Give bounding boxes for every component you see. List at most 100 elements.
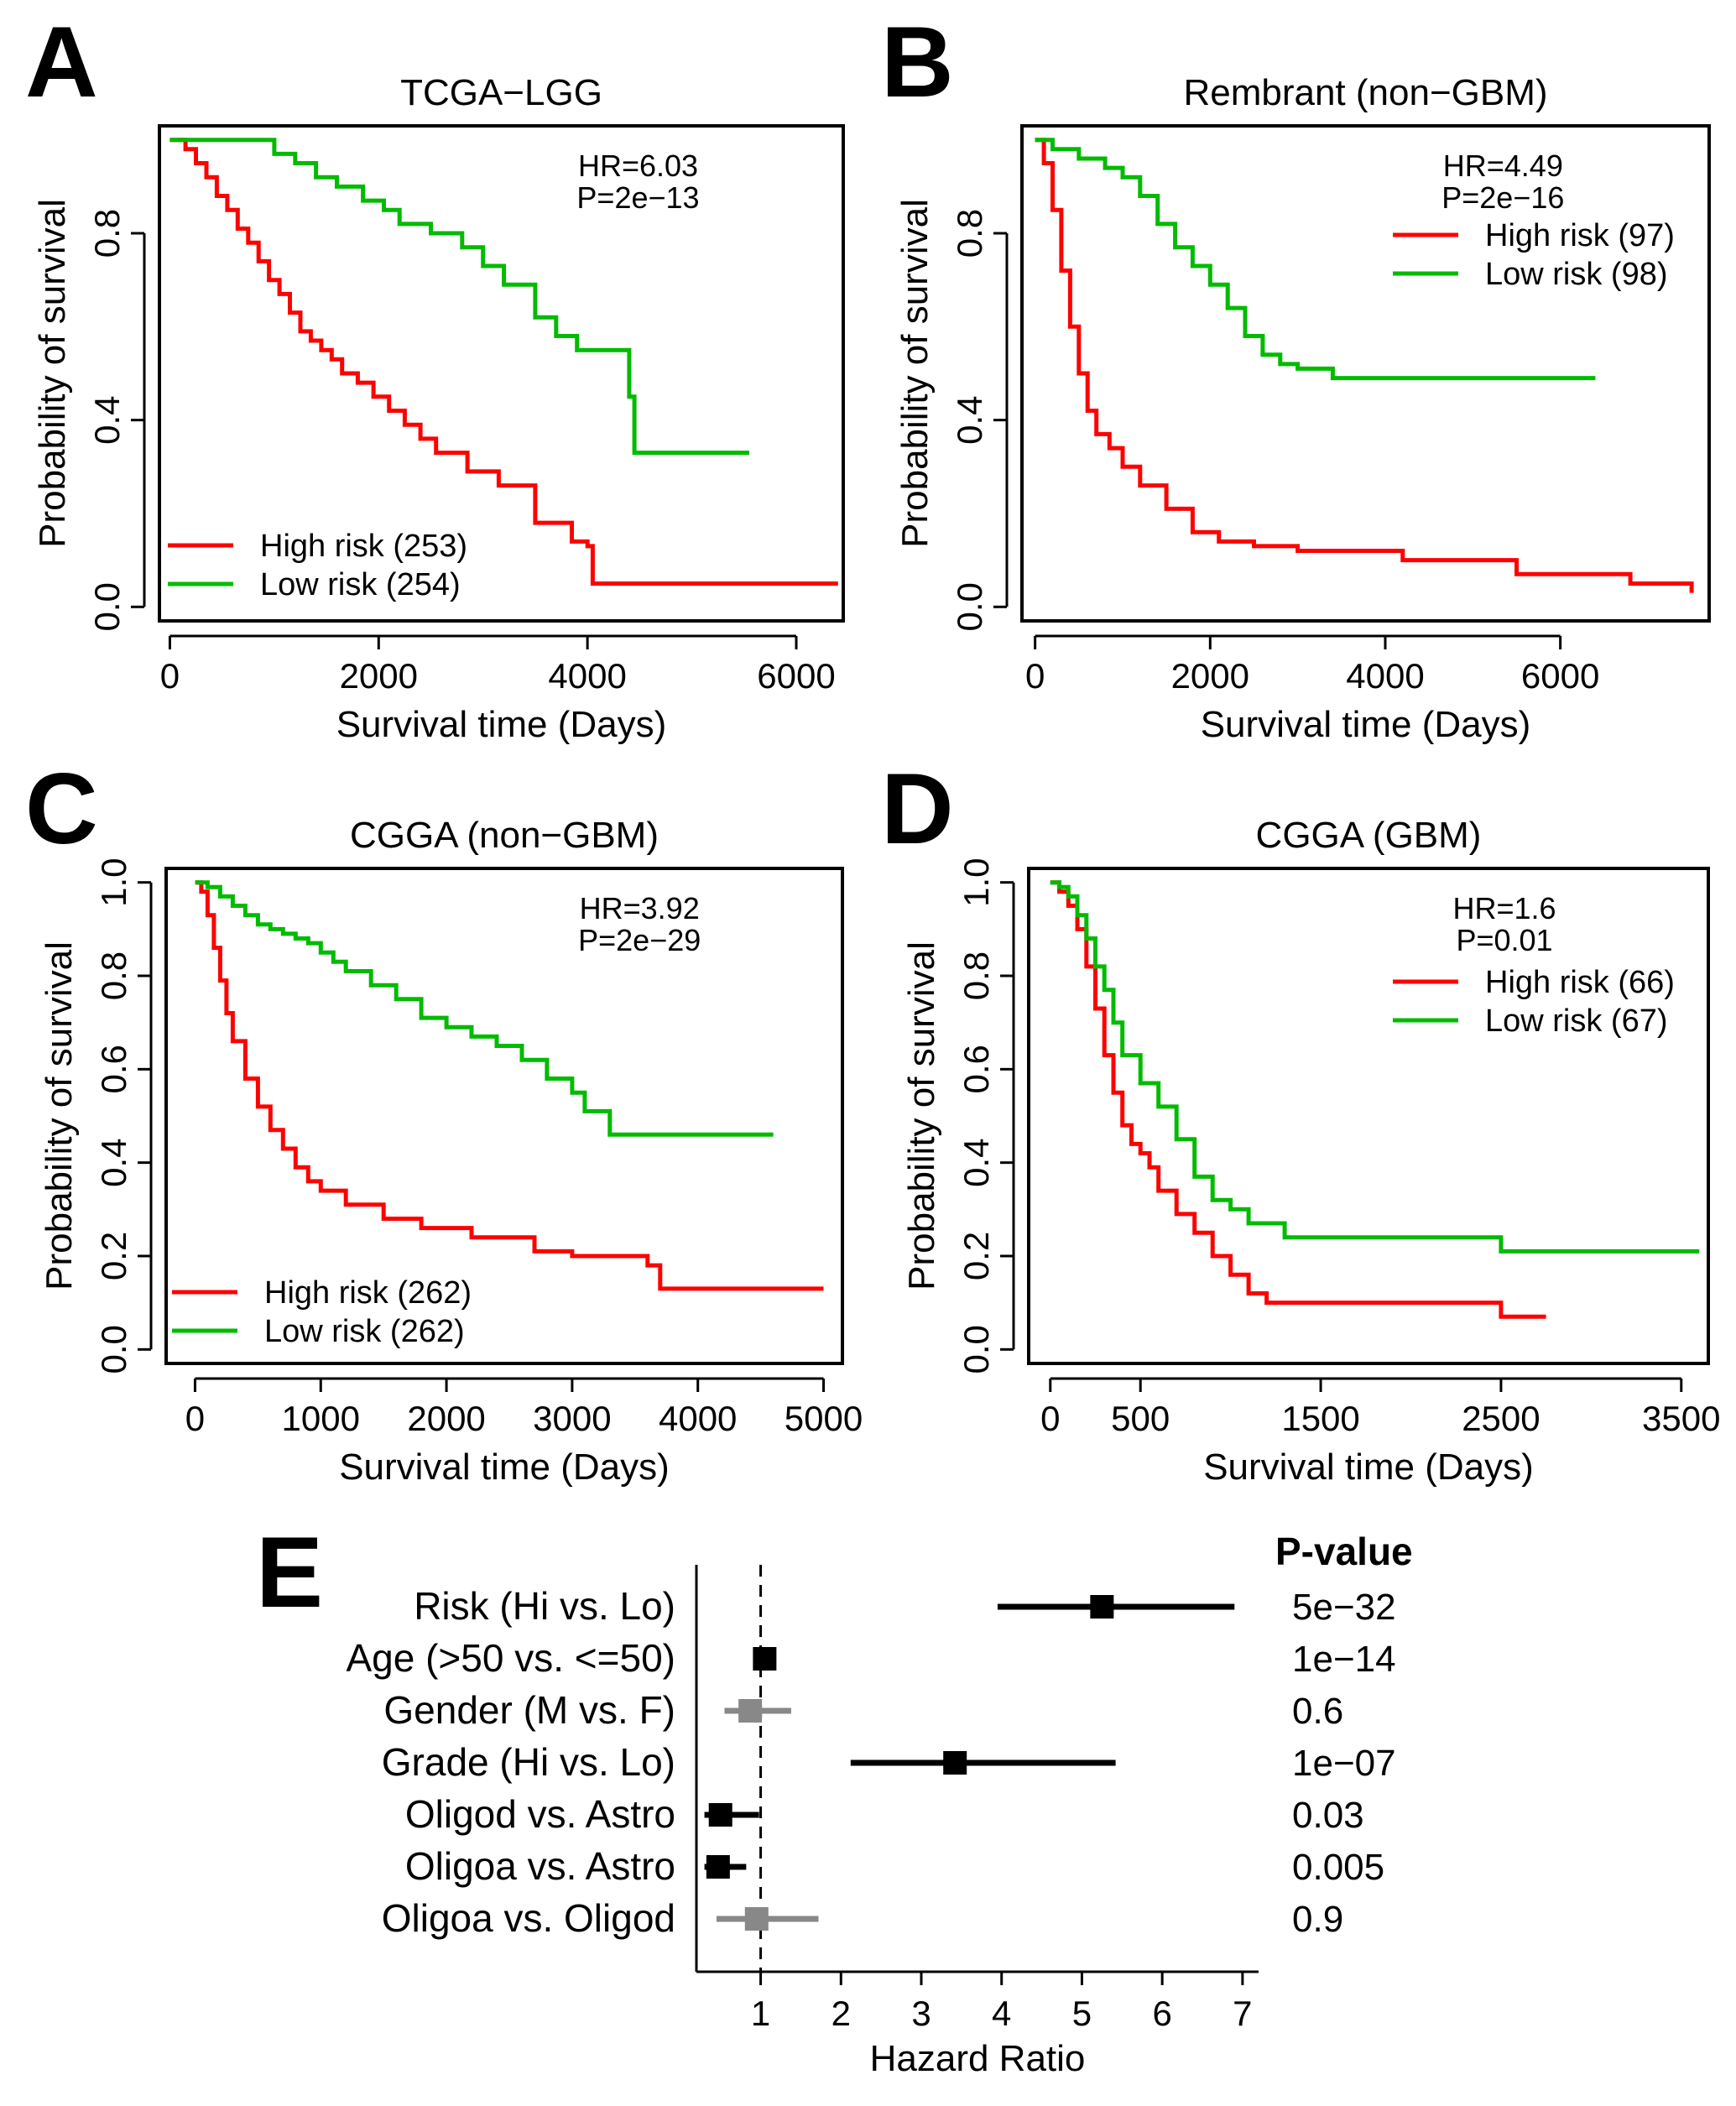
y-axis-label: Probability of survival: [901, 941, 942, 1290]
y-tick-label: 0.6: [957, 1045, 996, 1093]
hazard-ratio-text: HR=1.6: [1452, 891, 1556, 925]
x-tick-label: 1: [751, 1994, 770, 2033]
x-axis-label: Survival time (Days): [336, 704, 667, 745]
legend-label: High risk (97): [1485, 218, 1675, 253]
x-axis-label: Hazard Ratio: [870, 2038, 1086, 2079]
x-tick-label: 4000: [659, 1399, 737, 1438]
x-axis-label: Survival time (Days): [1201, 704, 1531, 745]
panel-letter: B: [881, 6, 954, 118]
legend-label: High risk (262): [264, 1275, 472, 1311]
plot-frame: [1027, 867, 1710, 1365]
row-label: Oligod vs. Astro: [405, 1792, 675, 1836]
x-tick-label: 2: [832, 1994, 851, 2033]
x-tick-label: 5000: [785, 1399, 863, 1438]
plot-title: CGGA (GBM): [1256, 815, 1482, 856]
legend-label: Low risk (98): [1485, 257, 1668, 292]
y-tick-label: 0.2: [94, 1232, 133, 1280]
y-tick-label: 0.0: [950, 582, 989, 631]
plot-frame: [1020, 124, 1711, 623]
hazard-ratio-text: HR=6.03: [578, 149, 698, 183]
legend-label: Low risk (67): [1485, 1003, 1668, 1039]
y-axis-label: Probability of survival: [32, 199, 73, 548]
x-axis-label: Survival time (Days): [339, 1447, 670, 1488]
y-tick-label: 0.6: [94, 1045, 133, 1093]
plot-title: TCGA−LGG: [400, 72, 602, 113]
x-tick-label: 4000: [1346, 656, 1424, 696]
y-tick-label: 0.8: [87, 209, 127, 258]
pvalue-header: P-value: [1275, 1530, 1413, 1573]
x-tick-label: 1500: [1281, 1399, 1359, 1438]
km-panel-c: C CGGA (non−GBM) 0 1000 2000 3000 4000 5000 Surv…: [25, 753, 863, 1488]
row-label: Age (>50 vs. <=50): [346, 1636, 675, 1680]
hr-point: [744, 1907, 769, 1931]
y-tick-label: 0.4: [87, 395, 127, 444]
y-tick-label: 1.0: [94, 858, 133, 907]
p-value-text: P=2e−29: [578, 923, 701, 957]
x-tick-label: 2000: [340, 656, 418, 696]
hr-point: [708, 1803, 732, 1827]
x-tick-label: 6000: [1521, 656, 1599, 696]
survival-curve-high-risk: [169, 138, 838, 586]
x-axis-label: Survival time (Days): [1203, 1447, 1534, 1488]
survival-curve-high-risk: [195, 880, 824, 1291]
x-tick-label: 4000: [548, 656, 626, 696]
survival-curve-low-risk: [1035, 138, 1596, 381]
hazard-ratio-text: HR=3.92: [580, 891, 700, 925]
row-label: Risk (Hi vs. Lo): [414, 1584, 675, 1628]
survival-curve-low-risk: [1050, 880, 1700, 1254]
row-label: Oligoa vs. Oligod: [382, 1896, 675, 1940]
x-tick-label: 2000: [407, 1399, 485, 1438]
forest-panel-e: E P-value 1 2 3 4 5 6 7 Hazard Ratio Risk (Hi vs. …: [256, 1516, 1413, 2079]
y-tick-label: 0.8: [94, 951, 133, 1000]
legend-label: High risk (253): [260, 529, 467, 564]
hr-point: [753, 1647, 777, 1671]
legend-label: Low risk (254): [260, 567, 461, 602]
p-value-text: P=2e−16: [1441, 180, 1564, 215]
panel-letter: D: [881, 753, 954, 865]
legend-label: Low risk (262): [264, 1314, 465, 1349]
p-value: 0.6: [1292, 1691, 1343, 1732]
row-label: Gender (M vs. F): [383, 1688, 675, 1732]
p-value: 0.9: [1292, 1899, 1343, 1940]
hr-point: [706, 1855, 730, 1879]
p-value: 1e−07: [1292, 1743, 1396, 1784]
x-tick-label: 6000: [757, 656, 835, 696]
x-tick-label: 5: [1072, 1994, 1092, 2033]
x-tick-label: 3000: [533, 1399, 611, 1438]
x-tick-label: 7: [1233, 1994, 1252, 2033]
plot-frame: [164, 867, 844, 1365]
x-tick-label: 0: [160, 656, 180, 696]
y-axis-label: Probability of survival: [39, 941, 80, 1290]
x-tick-label: 0: [1040, 1399, 1060, 1438]
x-tick-label: 3500: [1642, 1399, 1720, 1438]
p-value-text: P=2e−13: [576, 180, 699, 215]
x-tick-label: 4: [992, 1994, 1011, 2033]
y-tick-label: 0.2: [957, 1232, 996, 1280]
panel-letter: C: [25, 753, 98, 865]
x-tick-label: 2500: [1462, 1399, 1540, 1438]
y-axis-label: Probability of survival: [894, 199, 936, 548]
row-label: Oligoa vs. Astro: [405, 1844, 675, 1888]
plot-frame: [158, 124, 845, 623]
legend-label: High risk (66): [1485, 965, 1675, 1000]
y-tick-label: 0.4: [950, 395, 989, 444]
x-tick-label: 0: [185, 1399, 205, 1438]
y-tick-label: 0.4: [957, 1138, 996, 1186]
x-tick-label: 1000: [282, 1399, 360, 1438]
p-value: 5e−32: [1292, 1587, 1396, 1628]
hazard-ratio-text: HR=4.49: [1443, 149, 1563, 183]
row-label: Grade (Hi vs. Lo): [382, 1740, 675, 1784]
y-tick-label: 0.0: [94, 1325, 133, 1374]
panel-letter: A: [25, 6, 98, 118]
hr-point: [1090, 1595, 1114, 1619]
p-value: 0.005: [1292, 1847, 1384, 1888]
survival-curve-low-risk: [169, 138, 749, 456]
km-panel-b: B Rembrant (non−GBM) 0 2000 4000 6000 Survival…: [881, 6, 1711, 745]
y-tick-label: 1.0: [957, 858, 996, 907]
survival-curve-high-risk: [1035, 138, 1694, 593]
hr-point: [738, 1699, 763, 1723]
km-panel-a: A TCGA−LGG 0 2000 4000 6000 Survival time (Day…: [25, 6, 845, 745]
hr-point: [943, 1751, 967, 1775]
y-tick-label: 0.8: [957, 951, 996, 1000]
x-tick-label: 3: [911, 1994, 931, 2033]
